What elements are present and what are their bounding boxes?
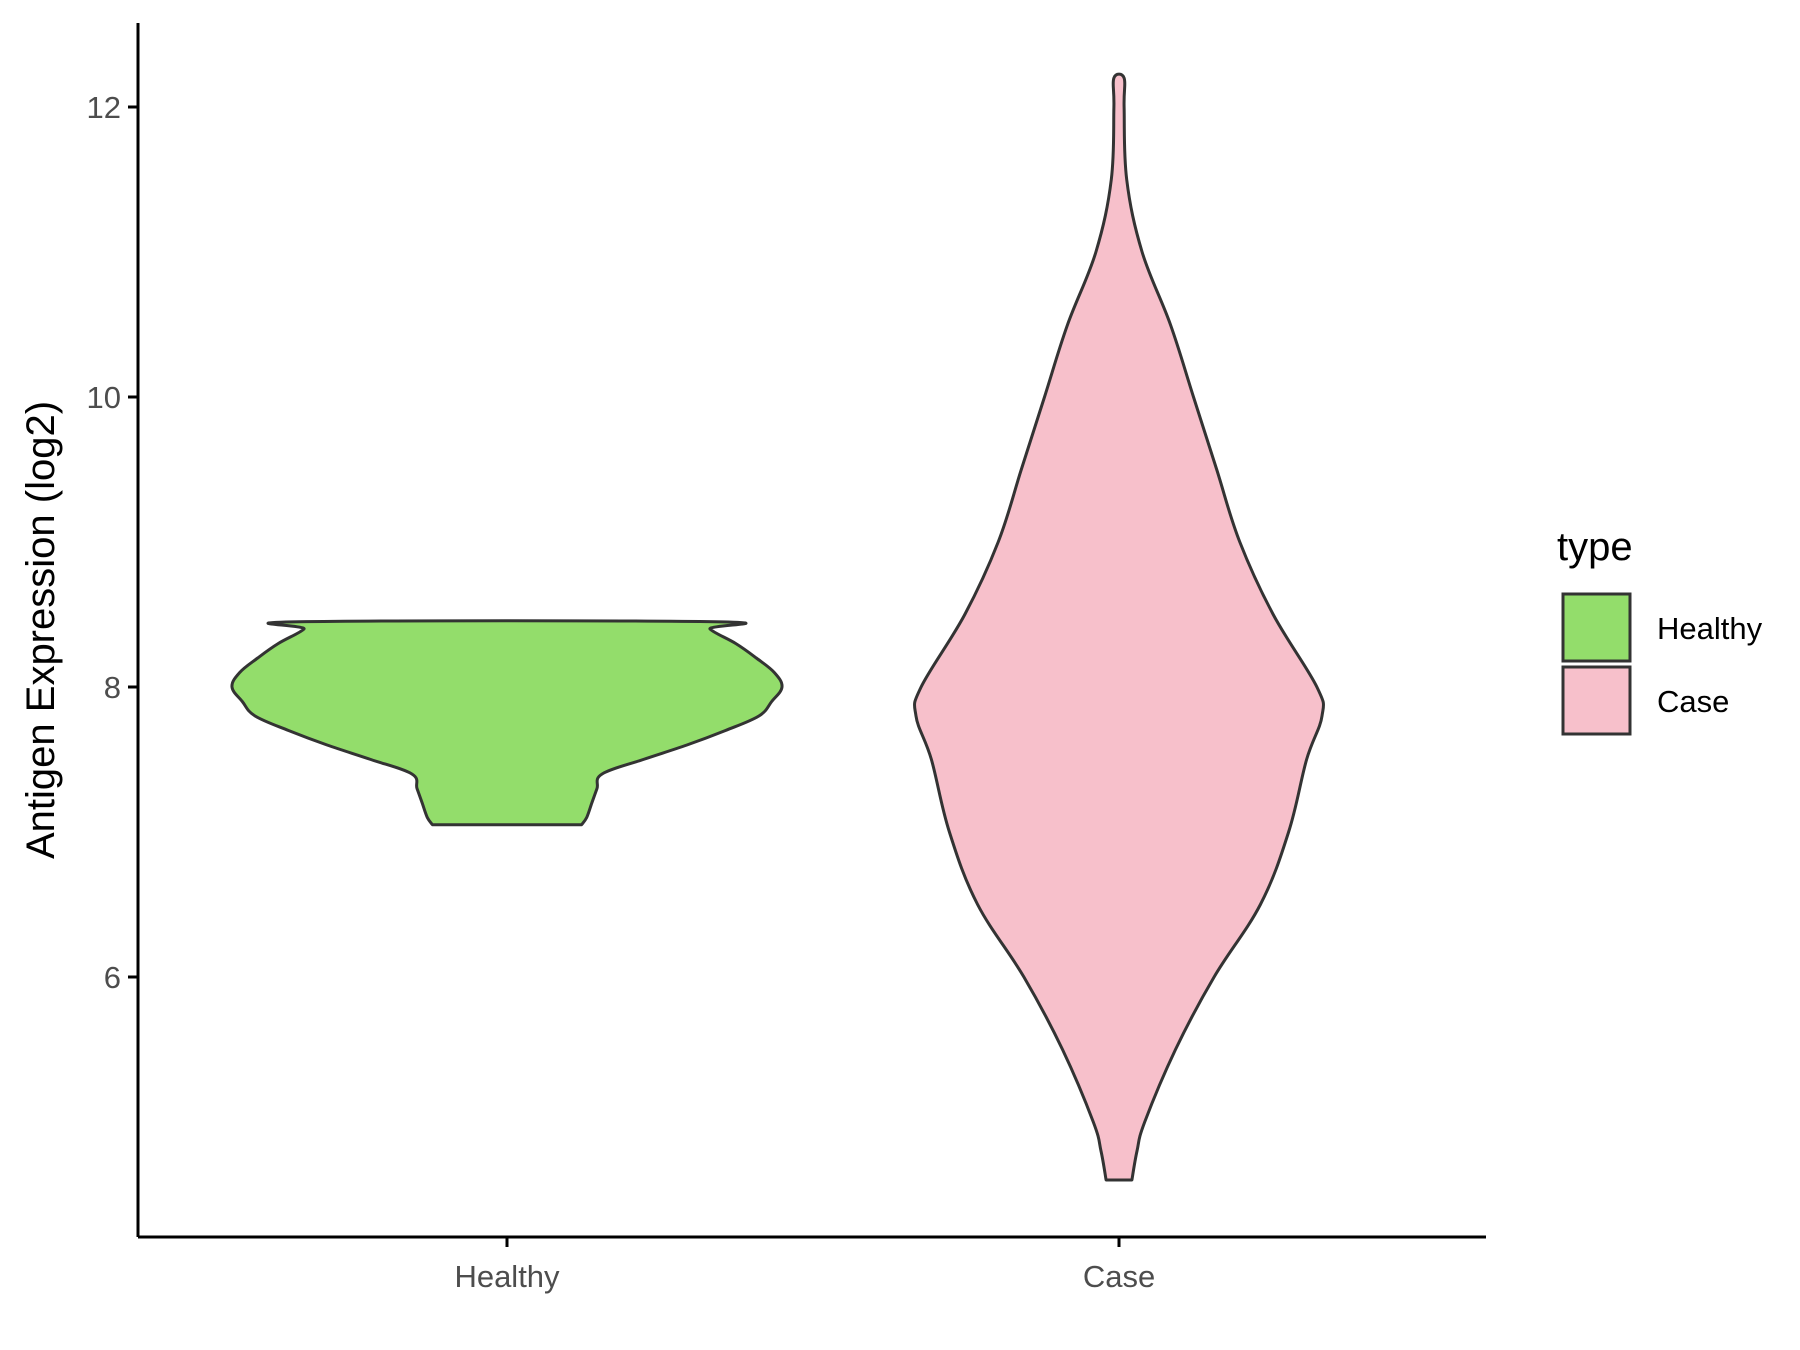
y-tick-label: 8 [104, 670, 121, 705]
legend: type Healthy Case [1557, 525, 1763, 736]
y-tick-label: 12 [87, 90, 121, 125]
x-tick-label: Case [1083, 1259, 1155, 1294]
legend-key-healthy [1561, 592, 1632, 663]
y-tick-label: 10 [87, 380, 121, 415]
x-tick-label: Healthy [454, 1259, 560, 1294]
violin-case [912, 72, 1326, 1182]
legend-entries: Healthy Case [1561, 592, 1763, 736]
legend-title: type [1557, 525, 1633, 569]
violin-healthy [230, 619, 784, 827]
legend-label-healthy: Healthy [1657, 611, 1763, 646]
legend-label-case: Case [1657, 684, 1729, 719]
plot-area [230, 72, 1326, 1182]
legend-key-case [1561, 665, 1632, 736]
y-axis-title: Antigen Expression (log2) [19, 401, 63, 859]
y-tick-label: 6 [104, 960, 121, 995]
y-axis-ticks: 6 8 10 12 [87, 90, 138, 995]
x-axis-ticks: Healthy Case [454, 1237, 1155, 1294]
